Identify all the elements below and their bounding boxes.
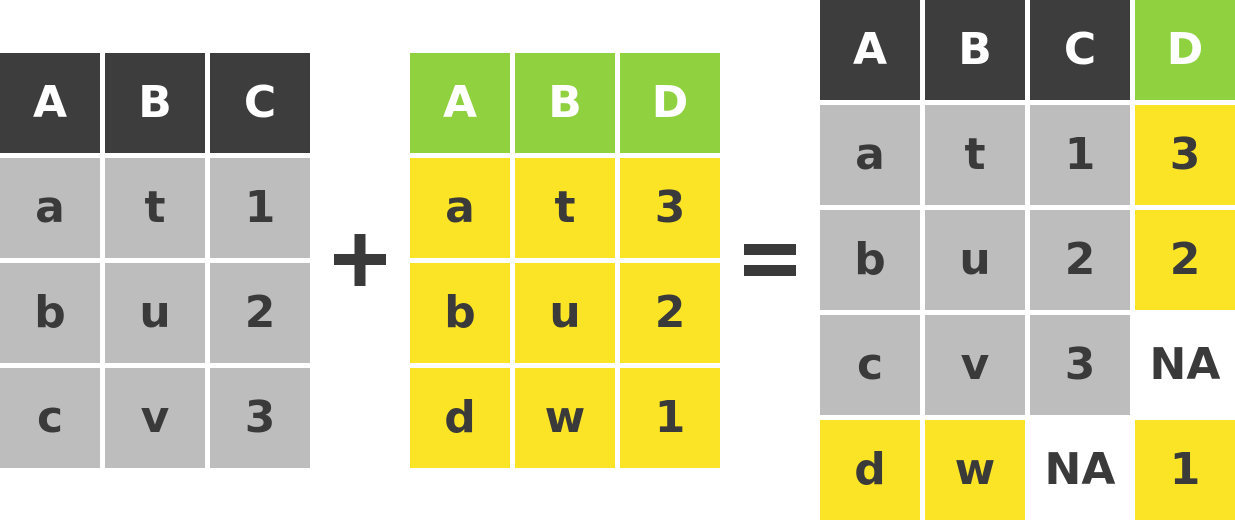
middle-header-b: B <box>515 53 615 153</box>
plus-icon <box>328 225 392 295</box>
result-cell: t <box>925 105 1025 205</box>
left-cell: a <box>0 158 100 258</box>
result-header-d: D <box>1135 0 1235 100</box>
result-cell: c <box>820 315 920 415</box>
middle-cell: b <box>410 263 510 363</box>
left-cell: u <box>105 263 205 363</box>
result-cell: 3 <box>1135 105 1235 205</box>
result-header-b: B <box>925 0 1025 100</box>
left-cell: 2 <box>210 263 310 363</box>
left-cell: v <box>105 368 205 468</box>
middle-cell: 3 <box>620 158 720 258</box>
left-header-a: A <box>0 53 100 153</box>
left-header-c: C <box>210 53 310 153</box>
result-cell: 3 <box>1030 315 1130 415</box>
left-header-b: B <box>105 53 205 153</box>
left-cell: b <box>0 263 100 363</box>
equals-icon-shape <box>744 244 796 276</box>
result-cell: 2 <box>1135 210 1235 310</box>
result-cell-na: NA <box>1135 315 1235 415</box>
result-cell: v <box>925 315 1025 415</box>
left-cell: 1 <box>210 158 310 258</box>
result-cell: w <box>925 420 1025 520</box>
result-header-a: A <box>820 0 920 100</box>
result-cell: u <box>925 210 1025 310</box>
middle-cell: t <box>515 158 615 258</box>
result-cell: b <box>820 210 920 310</box>
result-cell: 1 <box>1135 420 1235 520</box>
middle-header-d: D <box>620 53 720 153</box>
plus-icon-shape <box>334 234 386 286</box>
middle-cell: 1 <box>620 368 720 468</box>
result-cell: a <box>820 105 920 205</box>
middle-cell: w <box>515 368 615 468</box>
middle-cell: d <box>410 368 510 468</box>
middle-header-a: A <box>410 53 510 153</box>
result-cell: 1 <box>1030 105 1130 205</box>
middle-cell: 2 <box>620 263 720 363</box>
middle-cell: u <box>515 263 615 363</box>
left-cell: 3 <box>210 368 310 468</box>
left-cell: t <box>105 158 205 258</box>
left-cell: c <box>0 368 100 468</box>
middle-cell: a <box>410 158 510 258</box>
result-cell: d <box>820 420 920 520</box>
result-cell: 2 <box>1030 210 1130 310</box>
result-header-c: C <box>1030 0 1130 100</box>
result-cell-na: NA <box>1030 420 1130 520</box>
equals-icon <box>742 228 798 292</box>
